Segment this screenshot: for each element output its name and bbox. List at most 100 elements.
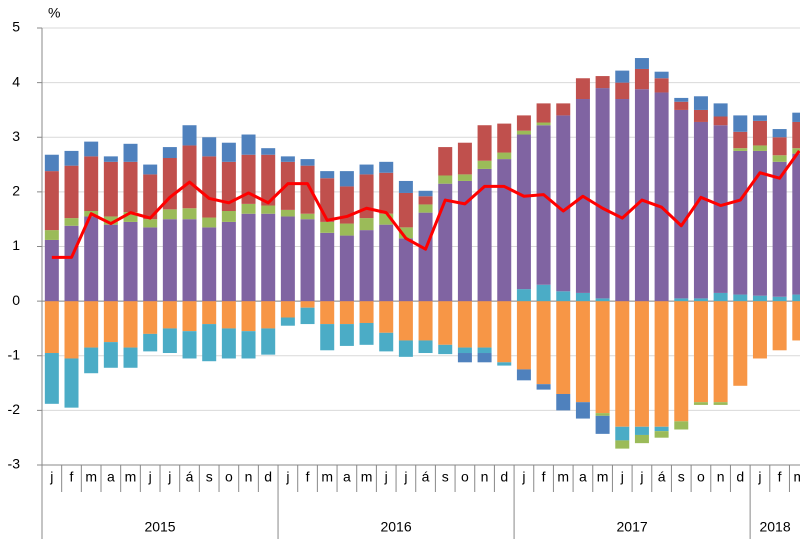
bar-segment bbox=[241, 301, 256, 332]
bar-segment bbox=[143, 301, 158, 334]
x-tick-label: á bbox=[658, 469, 666, 485]
bar-segment bbox=[84, 301, 99, 348]
bar-segment bbox=[123, 301, 138, 348]
line bbox=[51, 150, 800, 259]
bar-segment bbox=[477, 125, 492, 161]
group-label: 2017 bbox=[617, 519, 648, 535]
x-tick-label: m bbox=[557, 469, 569, 485]
bar-segment bbox=[300, 301, 315, 308]
bar-segment bbox=[300, 213, 315, 220]
bar-segment bbox=[44, 353, 59, 404]
bar-segment bbox=[654, 71, 669, 79]
bar-segment bbox=[457, 142, 472, 175]
bar-segment bbox=[64, 218, 79, 226]
x-tick-label: j bbox=[285, 469, 289, 485]
bar-segment bbox=[320, 171, 335, 179]
bar-segment bbox=[84, 156, 99, 211]
bar-segment bbox=[241, 134, 256, 155]
bar-segment bbox=[634, 58, 649, 69]
bar-segment bbox=[595, 88, 610, 299]
bar-segment bbox=[398, 192, 413, 228]
bar-segment bbox=[556, 115, 571, 292]
bar-segment bbox=[280, 161, 295, 210]
bar-segment bbox=[320, 324, 335, 351]
bar-segment bbox=[320, 301, 335, 325]
bar-segment bbox=[516, 115, 531, 131]
bar-segment bbox=[379, 332, 394, 352]
bar-segment bbox=[536, 284, 551, 302]
bar-segment bbox=[615, 301, 630, 427]
x-tick-label: j bbox=[403, 469, 407, 485]
bar-segment bbox=[674, 109, 689, 299]
group-label: 2016 bbox=[380, 519, 411, 535]
bar-segment bbox=[162, 301, 177, 329]
bar-segment bbox=[516, 289, 531, 302]
bar-segment bbox=[693, 402, 708, 405]
bar-segment bbox=[261, 205, 276, 214]
bar-segment bbox=[575, 402, 590, 419]
x-tick-label: á bbox=[422, 469, 430, 485]
bar-segment bbox=[398, 180, 413, 193]
bar-segment bbox=[674, 421, 689, 430]
x-tick-label: m bbox=[793, 469, 800, 485]
bar-segment bbox=[615, 70, 630, 83]
bar-segment bbox=[477, 347, 492, 354]
x-tick-label: j bbox=[639, 469, 643, 485]
bar-segment bbox=[674, 101, 689, 110]
bar-segment bbox=[457, 353, 472, 363]
y-tick-label: 0 bbox=[12, 292, 20, 308]
y-tick-label: -3 bbox=[8, 456, 21, 472]
bar-segment bbox=[654, 426, 669, 432]
bar-segment bbox=[438, 175, 453, 184]
bar-segment bbox=[477, 353, 492, 363]
x-tick-label: f bbox=[306, 469, 310, 485]
bar-segment bbox=[123, 347, 138, 368]
bar-segment bbox=[418, 340, 433, 354]
bar-segment bbox=[280, 209, 295, 217]
bar-segment bbox=[772, 155, 787, 162]
bar-segment bbox=[556, 301, 571, 394]
x-tick-label: á bbox=[186, 469, 194, 485]
bar-segment bbox=[221, 161, 236, 211]
bar-segment bbox=[477, 301, 492, 348]
bar-segment bbox=[103, 301, 118, 343]
group-label: 2015 bbox=[144, 519, 175, 535]
x-tick-label: n bbox=[717, 469, 725, 485]
y-tick-label: 3 bbox=[12, 128, 20, 144]
bar-segment bbox=[359, 322, 374, 345]
bar-segment bbox=[221, 221, 236, 302]
bar-segment bbox=[556, 393, 571, 411]
bar-segment bbox=[575, 78, 590, 100]
bar-segment bbox=[280, 317, 295, 326]
x-tick-label: d bbox=[736, 469, 744, 485]
bar-segment bbox=[398, 340, 413, 357]
bar-segment bbox=[772, 301, 787, 351]
bar-segment bbox=[713, 402, 728, 405]
bar-segment bbox=[300, 159, 315, 166]
bar-segment bbox=[202, 301, 217, 325]
bar-segment bbox=[379, 161, 394, 173]
bar-segment bbox=[595, 76, 610, 89]
bar-segment bbox=[339, 324, 354, 346]
x-tick-label: f bbox=[70, 469, 74, 485]
bar-segment bbox=[772, 129, 787, 138]
bar-segment bbox=[497, 152, 512, 160]
bar-segment bbox=[792, 153, 800, 295]
x-tick-label: o bbox=[225, 469, 233, 485]
bar-segment bbox=[379, 301, 394, 333]
y-tick-label: -1 bbox=[8, 346, 21, 362]
bar-segment bbox=[752, 115, 767, 121]
bar-segment bbox=[713, 292, 728, 302]
bar-segment bbox=[713, 103, 728, 117]
bar-segment bbox=[221, 210, 236, 222]
bar-segment bbox=[634, 426, 649, 435]
bar-segment bbox=[497, 301, 512, 363]
bar-segment bbox=[654, 78, 669, 93]
bar-segment bbox=[457, 301, 472, 348]
bar-segment bbox=[516, 130, 531, 135]
x-tick-label: m bbox=[597, 469, 609, 485]
bar-segment bbox=[772, 161, 787, 297]
bar-segment bbox=[182, 219, 197, 302]
bar-segment bbox=[162, 158, 177, 210]
